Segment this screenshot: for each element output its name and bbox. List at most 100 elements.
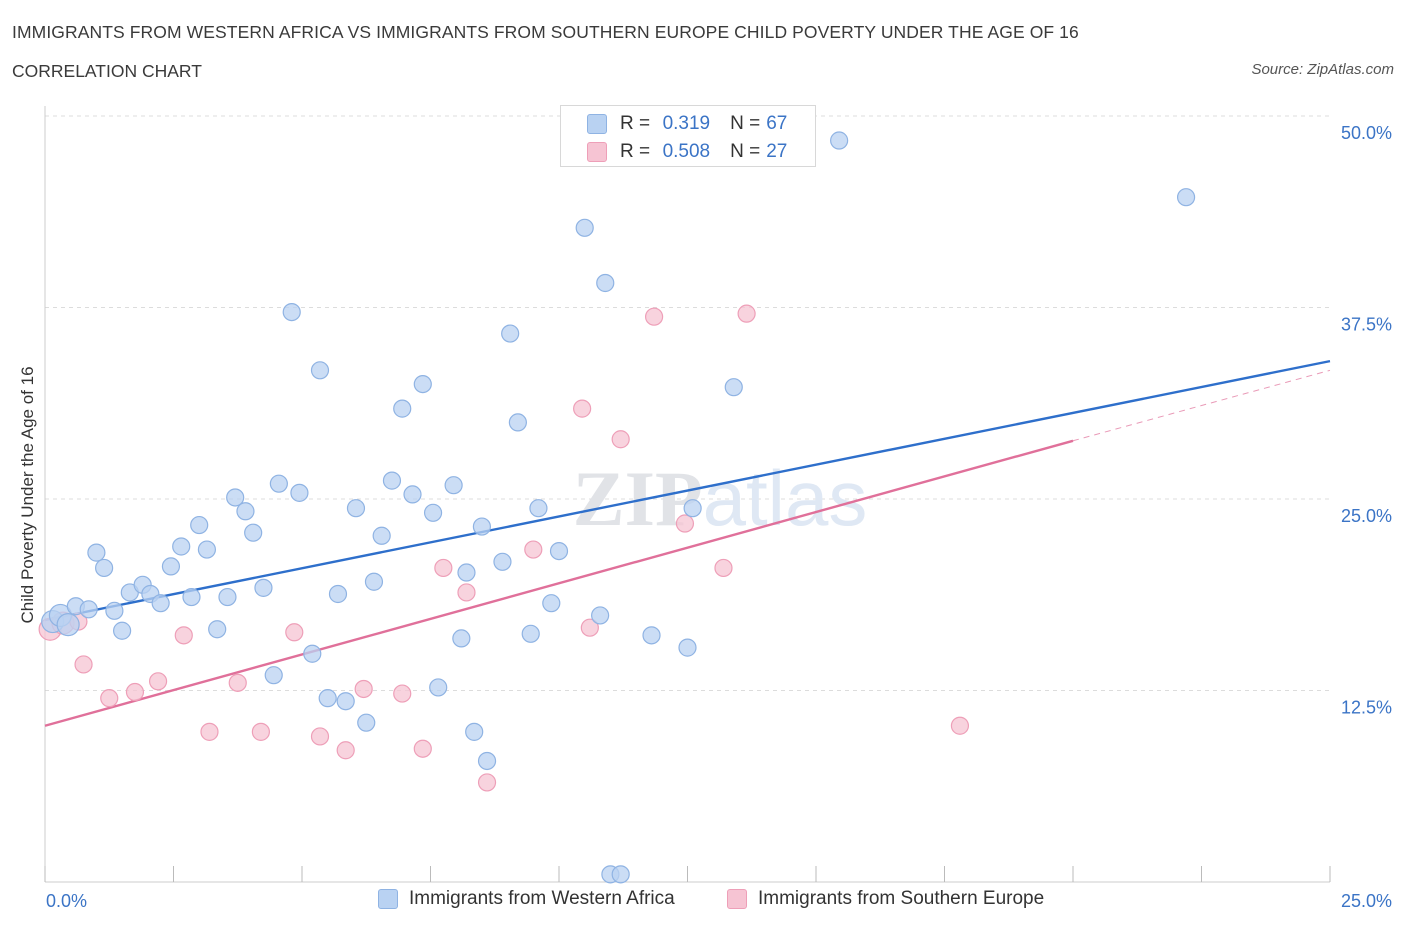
data-point-22 [580, 618, 599, 637]
data-point-31 [328, 584, 348, 604]
data-point-21 [573, 399, 592, 418]
n-value: 27 [766, 141, 788, 162]
data-point-13 [336, 741, 355, 760]
data-point-15 [182, 587, 201, 607]
r-label: R = [620, 141, 651, 162]
data-point-5 [87, 543, 106, 562]
axes [44, 106, 1331, 883]
data-point-53 [529, 499, 548, 518]
data-point-19 [218, 587, 237, 607]
data-point-8 [112, 621, 132, 640]
r-label: R = [620, 113, 651, 134]
data-point-36 [372, 526, 391, 545]
data-point-26 [714, 558, 733, 578]
data-point-5 [125, 682, 145, 702]
legend-item-southern-europe[interactable]: Immigrants from Southern Europe [727, 888, 1044, 910]
stats-row-southern-europe: R = 0.508 N = 27 [587, 139, 787, 165]
gridlines [45, 115, 1330, 691]
data-point-29 [310, 361, 330, 380]
data-point-41 [423, 503, 443, 522]
data-point-28 [950, 716, 970, 735]
data-point-44 [452, 629, 471, 648]
x-tick-label-1: 25.0% [1341, 891, 1392, 911]
pink-swatch [727, 889, 747, 909]
data-point-17 [434, 558, 453, 578]
data-point-7 [105, 601, 124, 620]
data-point-25 [269, 474, 288, 493]
data-point-24 [644, 307, 664, 326]
data-point-4 [100, 689, 119, 708]
y-tick-label-2: 37.5% [1341, 315, 1392, 335]
data-point-2 [56, 613, 80, 637]
data-point-56 [575, 218, 594, 237]
data-point-51 [508, 413, 527, 432]
data-point-7 [174, 626, 193, 645]
data-point-8 [200, 722, 219, 741]
data-point-35 [364, 572, 384, 591]
blue-swatch [378, 889, 398, 909]
data-point-30 [318, 689, 337, 708]
data-point-60 [611, 865, 630, 884]
n-label: N = [730, 113, 761, 134]
data-point-63 [683, 499, 702, 518]
data-point-37 [382, 471, 402, 490]
data-point-57 [591, 606, 610, 625]
data-point-23 [611, 430, 630, 449]
data-point-12 [151, 594, 170, 613]
data-point-47 [472, 517, 491, 536]
data-point-19 [477, 773, 497, 792]
bottom-legend: Immigrants from Western Africa Immigrant… [0, 888, 1406, 918]
data-point-20 [524, 540, 543, 559]
data-point-61 [642, 626, 661, 645]
data-point-55 [549, 541, 569, 561]
legend-label: Immigrants from Southern Europe [758, 888, 1045, 909]
stats-legend: R = 0.319 N = 67 R = 0.508 N = 27 [560, 105, 816, 167]
data-point-66 [1176, 188, 1196, 207]
data-point-28 [303, 644, 322, 663]
legend-item-western-africa[interactable]: Immigrants from Western Africa [378, 888, 675, 910]
chart-title: IMMIGRANTS FROM WESTERN AFRICA VS IMMIGR… [12, 22, 1079, 42]
n-value: 67 [766, 113, 788, 134]
data-point-23 [254, 578, 273, 597]
data-point-46 [465, 722, 484, 741]
data-point-18 [208, 620, 227, 639]
data-point-54 [542, 594, 561, 613]
data-point-4 [79, 600, 98, 619]
trend-line-western-africa [44, 359, 1331, 622]
data-point-65 [830, 131, 849, 150]
data-point-25 [675, 514, 695, 533]
data-point-16 [413, 739, 432, 758]
points-western-africa [41, 131, 1196, 884]
data-point-21 [236, 502, 255, 521]
trend-extension-southern-europe [1072, 369, 1331, 442]
data-point-50 [501, 324, 520, 343]
trend-lines [44, 359, 1331, 727]
y-tick-label-1: 25.0% [1341, 506, 1392, 526]
data-point-11 [285, 623, 304, 642]
pink-swatch [587, 142, 607, 162]
n-label: N = [730, 141, 761, 162]
y-tick-label-3: 50.0% [1341, 123, 1392, 143]
r-value: 0.319 [662, 113, 711, 134]
data-point-14 [172, 537, 191, 556]
data-point-12 [310, 727, 330, 746]
data-point-26 [282, 302, 301, 322]
data-point-49 [493, 552, 512, 571]
watermark: ZIPatlas [573, 454, 868, 542]
data-point-38 [393, 399, 412, 418]
data-point-64 [724, 378, 743, 397]
data-point-10 [251, 722, 270, 741]
data-point-39 [403, 485, 422, 504]
data-point-62 [678, 638, 697, 657]
data-point-6 [148, 672, 168, 691]
r-value: 0.508 [662, 141, 711, 162]
blue-swatch [587, 114, 607, 134]
data-point-6 [95, 558, 114, 578]
data-point-48 [477, 751, 497, 771]
y-axis-label: Child Poverty Under the Age of 16 [18, 366, 37, 623]
data-point-32 [336, 692, 355, 711]
data-point-3 [74, 655, 93, 674]
data-point-13 [161, 557, 181, 576]
source-credit: Source: ZipAtlas.com [1251, 61, 1394, 78]
